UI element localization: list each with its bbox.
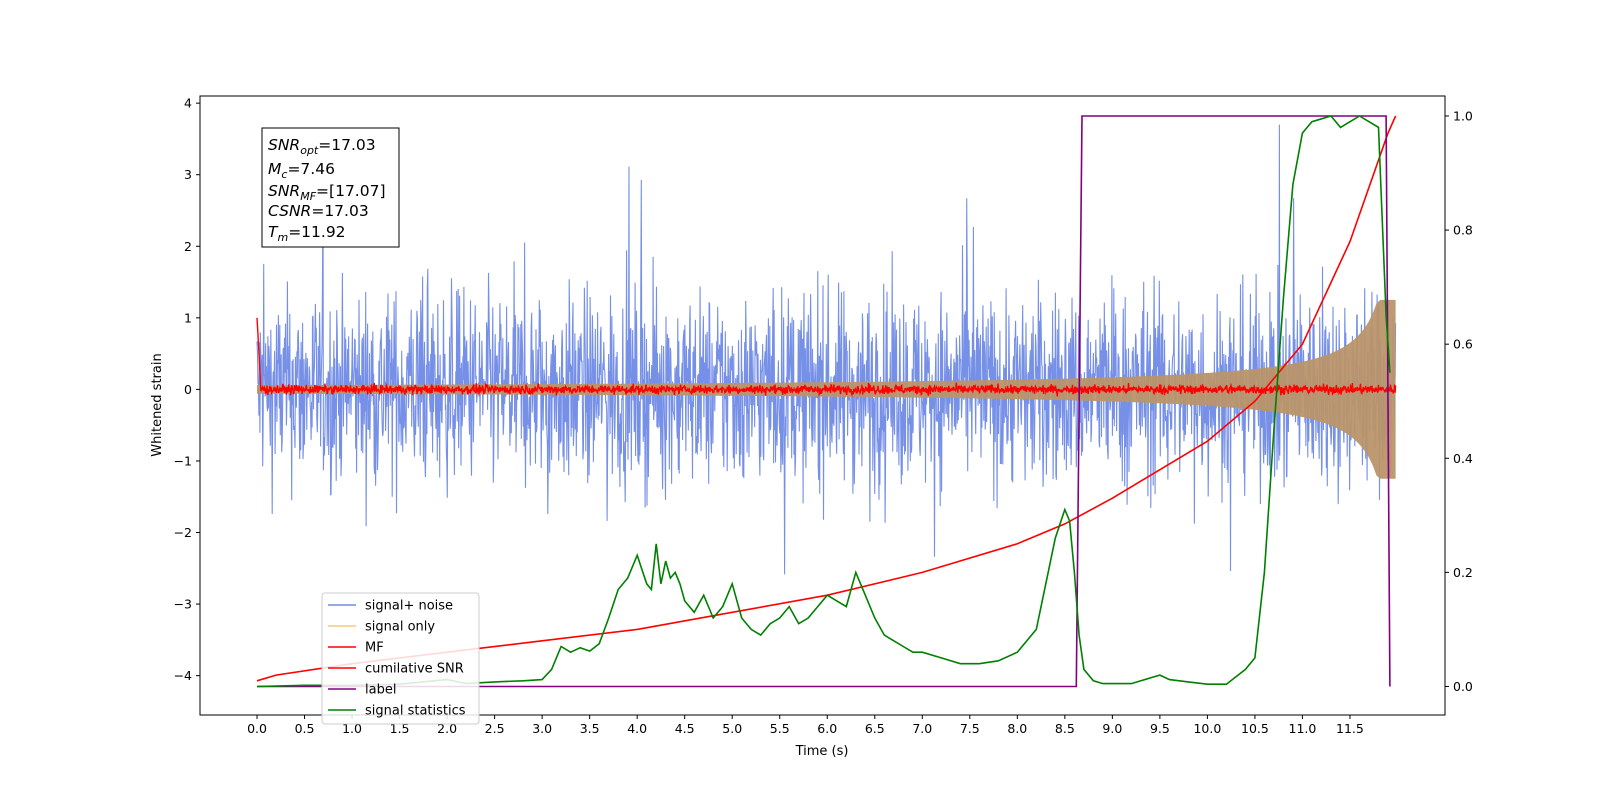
info-mc-value: =7.46 (287, 160, 335, 178)
legend-label-mf: MF (365, 641, 384, 656)
info-snr-opt-subscript: opt (300, 144, 319, 157)
x-tick-label: 10.0 (1193, 721, 1221, 736)
info-csnr: CSNR=17.03 (268, 202, 369, 220)
x-tick-label: 1.5 (390, 721, 410, 736)
legend-label-signal-only: signal only (365, 620, 435, 635)
plot-frame (199, 95, 1446, 716)
info-mc-subscript: c (281, 168, 287, 181)
x-tick-label: 1.0 (342, 721, 362, 736)
right-y-tick-label: 0.0 (1453, 679, 1473, 694)
x-tick-label: 11.0 (1289, 721, 1317, 736)
x-tick-label: 4.5 (675, 721, 695, 736)
right-y-tick-label: 0.4 (1453, 451, 1473, 466)
right-y-tick-label: 0.6 (1453, 337, 1473, 352)
x-tick-label: 3.0 (532, 721, 552, 736)
info-csnr-value: =17.03 (311, 202, 368, 220)
x-tick-label: 9.0 (1102, 721, 1122, 736)
info-mc-symbol: M (268, 160, 281, 178)
x-tick-label: 7.0 (912, 721, 932, 736)
x-tick-label: 7.5 (960, 721, 980, 736)
info-snr-mf-subscript: MF (300, 190, 316, 203)
series-mf (256, 317, 1397, 398)
x-tick-label: 5.0 (722, 721, 742, 736)
info-tm: Tm=11.92 (268, 223, 346, 244)
series-label (257, 115, 1391, 688)
x-tick-label: 5.5 (770, 721, 790, 736)
legend-label-signal-noise: signal+ noise (365, 599, 453, 614)
left-y-tick-label: −3 (174, 597, 192, 612)
x-tick-label: 10.5 (1241, 721, 1269, 736)
x-axis: 0.0 0.5 1.0 1.5 2.0 2.5 3.0 3.5 4.0 4.5 5.0 5.5 6.0 6… (247, 715, 1364, 736)
y-axis-label: Whitened strain (150, 353, 165, 456)
info-snr-mf-value: =[17.07] (316, 182, 385, 200)
x-tick-label: 0.5 (295, 721, 315, 736)
x-tick-label: 6.0 (817, 721, 837, 736)
right-y-axis: 0.0 0.2 0.4 0.6 0.8 1.0 (1445, 108, 1473, 694)
x-tick-label: 11.5 (1336, 721, 1364, 736)
info-box-frame (261, 127, 400, 248)
left-y-tick-label: 0 (184, 382, 192, 397)
x-tick-label: 8.0 (1007, 721, 1027, 736)
left-y-tick-label: 1 (184, 310, 192, 325)
info-tm-value: =11.92 (288, 223, 345, 241)
info-snr-opt-symbol: SNR (268, 136, 300, 154)
right-y-tick-label: 0.8 (1453, 223, 1473, 238)
left-y-tick-label: −1 (174, 453, 192, 468)
x-tick-label: 2.0 (437, 721, 457, 736)
series-signal-statistics (256, 115, 1391, 688)
left-y-tick-label: −2 (174, 525, 192, 540)
x-axis-label: Time (s) (795, 744, 849, 759)
x-tick-label: 4.0 (627, 721, 647, 736)
info-mc: Mc=7.46 (268, 160, 335, 181)
left-y-tick-label: 3 (184, 167, 192, 182)
legend-label-cumulative-snr: cumilative SNR (365, 662, 464, 677)
x-tick-label: 0.0 (247, 721, 267, 736)
x-tick-label: 6.5 (865, 721, 885, 736)
info-csnr-symbol: CSNR (268, 202, 311, 220)
info-tm-symbol: T (268, 223, 279, 241)
info-snr-mf: SNRMF=[17.07] (268, 182, 386, 203)
x-tick-label: 9.5 (1150, 721, 1170, 736)
left-y-tick-label: −4 (174, 668, 192, 683)
left-y-tick-label: 2 (184, 239, 192, 254)
info-snr-opt: SNRopt=17.03 (268, 136, 376, 157)
legend-frame (321, 592, 480, 725)
x-tick-label: 8.5 (1055, 721, 1075, 736)
left-y-tick-label: 4 (184, 96, 192, 111)
info-snr-mf-symbol: SNR (268, 182, 300, 200)
right-y-tick-label: 1.0 (1453, 108, 1473, 123)
info-box: SNRopt=17.03 Mc=7.46 SNRMF=[17.07] CSNR=… (261, 127, 400, 248)
left-y-axis: 4 3 2 1 0 −1 −2 −3 −4 (174, 96, 200, 683)
x-tick-label: 3.5 (580, 721, 600, 736)
legend-label-signal-statistics: signal statistics (365, 704, 466, 719)
info-snr-opt-value: =17.03 (318, 136, 375, 154)
legend: signal+ noise signal only MF cumilative … (321, 592, 480, 725)
x-tick-label: 2.5 (485, 721, 505, 736)
info-tm-subscript: m (277, 231, 288, 244)
right-y-tick-label: 0.2 (1453, 565, 1473, 580)
legend-label-label: label (365, 683, 396, 698)
series-signal-noise (256, 124, 1397, 575)
